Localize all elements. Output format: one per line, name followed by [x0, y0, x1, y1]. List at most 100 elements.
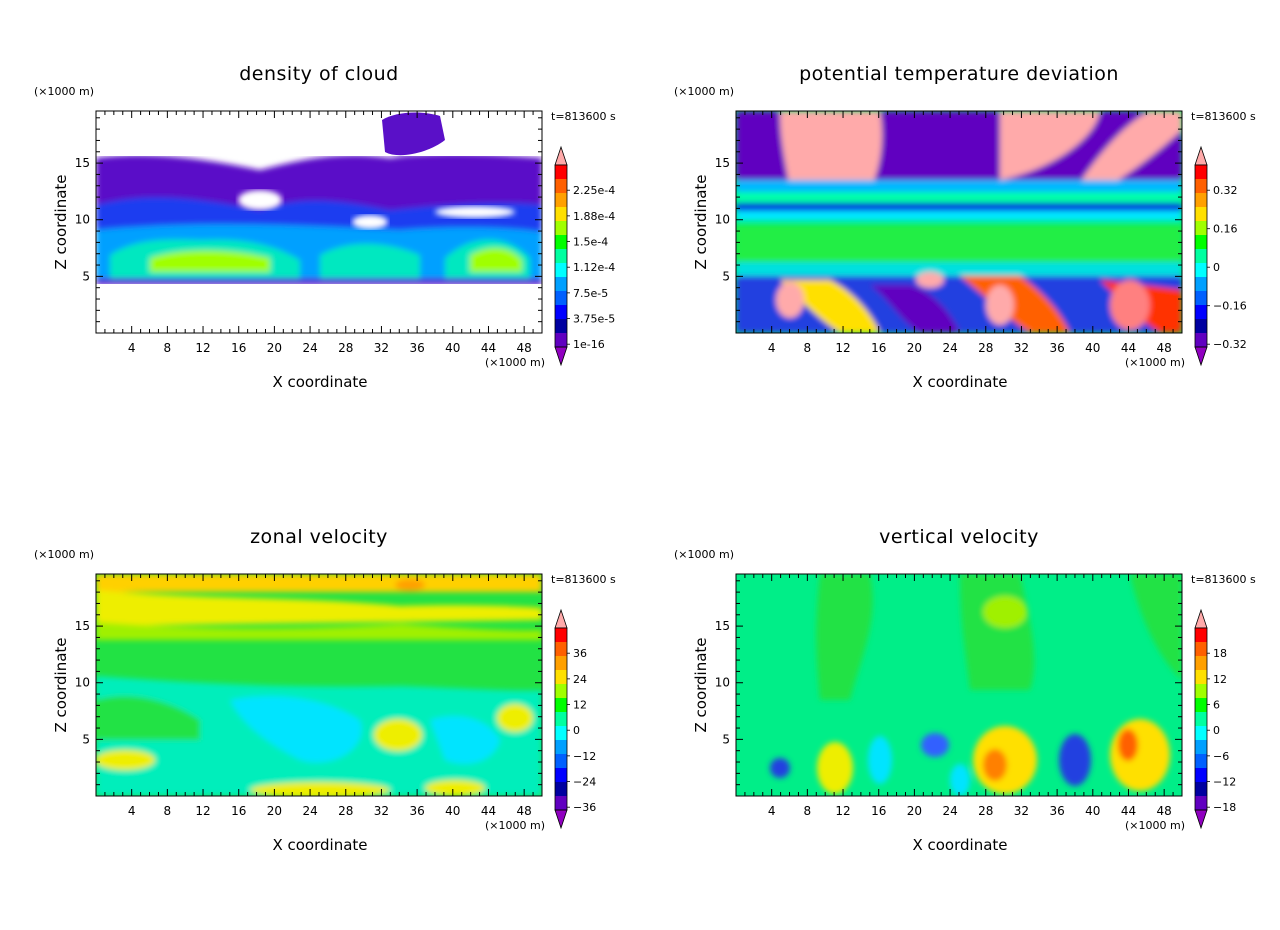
colorbar-segment	[1195, 263, 1207, 278]
colorbar-segment	[1195, 642, 1207, 657]
colorbar-segment	[1195, 207, 1207, 222]
x-tick-label: 20	[267, 804, 282, 818]
x-tick-label: 32	[374, 341, 389, 355]
y-tick-label: 5	[82, 269, 90, 283]
x-tick-label: 28	[338, 341, 353, 355]
x-tick-label: 20	[907, 804, 922, 818]
x-axis: 4 8 12 16 20 24 28 32 36 40 44 48	[744, 574, 1174, 818]
colorbar-segment	[555, 796, 567, 811]
x-tick-label: 8	[804, 341, 812, 355]
x-tick-label: 16	[231, 341, 246, 355]
colorbar-segment	[1195, 333, 1207, 348]
colorbar-top-extension	[554, 608, 568, 629]
colorbar-label: −12	[1213, 776, 1236, 789]
y-axis-label: Z coordinate	[692, 174, 710, 269]
x-tick-label: 4	[768, 804, 776, 818]
x-tick-label: 32	[374, 804, 389, 818]
x-tick-label: 24	[942, 341, 957, 355]
colorbar: 18 12 6 0 −6 −12 −18	[1194, 608, 1236, 830]
colorbar-segment	[555, 656, 567, 671]
colorbar-top-extension	[1194, 145, 1208, 166]
x-unit-label: (×1000 m)	[1125, 819, 1185, 832]
colorbar-label: 1.12e-4	[573, 261, 615, 274]
colorbar-label: 12	[573, 699, 587, 712]
colorbar-segment	[555, 263, 567, 278]
colorbar: 36 24 12 0 −12 −24 −36	[554, 608, 596, 830]
colorbar-label: 1.88e-4	[573, 210, 615, 223]
plot-frame	[95, 573, 543, 797]
colorbar-frame	[1194, 164, 1208, 348]
x-tick-label: 36	[409, 341, 424, 355]
colorbar-segment	[555, 698, 567, 713]
x-tick-label: 44	[481, 804, 496, 818]
x-axis: 4 8 12 16 20 24 28 32 36 40 44 48	[104, 111, 534, 355]
time-label: t=813600 s	[551, 573, 616, 586]
x-tick-label: 48	[1157, 804, 1172, 818]
colorbar-segment	[555, 754, 567, 769]
time-label: t=813600 s	[1191, 110, 1256, 123]
colorbar-label: 24	[573, 673, 587, 686]
colorbar-segment	[555, 193, 567, 208]
colorbar-segment	[555, 782, 567, 797]
colorbar-segment	[555, 628, 567, 643]
x-tick-label: 16	[231, 804, 246, 818]
y-axis-label: Z coordinate	[52, 174, 70, 269]
x-tick-label: 36	[1049, 341, 1064, 355]
colorbar-segment	[1195, 754, 1207, 769]
colorbar-segment	[555, 712, 567, 727]
y-axis-label: Z coordinate	[52, 637, 70, 732]
field-image	[96, 574, 542, 796]
colorbar: 0.32 0.16 0 −0.16 −0.32	[1194, 145, 1247, 367]
chart-title: potential temperature deviation	[799, 63, 1119, 85]
colorbar-label: 36	[573, 647, 587, 660]
x-axis-label: X coordinate	[272, 836, 367, 854]
plot-frame	[95, 110, 543, 334]
colorbar-segment	[1195, 165, 1207, 180]
colorbar-segment	[555, 165, 567, 180]
y-tick-label: 15	[75, 619, 90, 633]
colorbar-label: −6	[1213, 750, 1229, 763]
chart-title: density of cloud	[239, 63, 399, 85]
colorbar-segment	[1195, 726, 1207, 741]
colorbar-frame	[554, 627, 568, 811]
y-unit-label: (×1000 m)	[674, 85, 734, 98]
colorbar-label: 12	[1213, 673, 1227, 686]
colorbar-segment	[1195, 179, 1207, 194]
x-tick-label: 16	[871, 341, 886, 355]
colorbar-bottom-extension	[1194, 346, 1208, 367]
colorbar-segment	[1195, 221, 1207, 236]
x-axis: 4 8 12 16 20 24 28 32 36 40 44 48	[744, 111, 1174, 355]
colorbar-segment	[555, 670, 567, 685]
x-axis-label: X coordinate	[912, 836, 1007, 854]
time-label: t=813600 s	[1191, 573, 1256, 586]
x-tick-label: 4	[768, 341, 776, 355]
colorbar-label: 18	[1213, 647, 1227, 660]
colorbar-label: 0	[1213, 724, 1220, 737]
colorbar-segment	[1195, 684, 1207, 699]
colorbar-segment	[555, 179, 567, 194]
colorbar-segment	[1195, 193, 1207, 208]
x-tick-label: 12	[835, 804, 850, 818]
colorbar-segment	[1195, 656, 1207, 671]
x-axis: 4 8 12 16 20 24 28 32 36 40 44 48	[104, 574, 534, 818]
x-unit-label: (×1000 m)	[1125, 356, 1185, 369]
colorbar-label: 0	[1213, 261, 1220, 274]
plot-frame	[735, 110, 1183, 334]
colorbar-label: 1e-16	[573, 338, 605, 351]
x-tick-label: 28	[978, 804, 993, 818]
x-tick-label: 20	[267, 341, 282, 355]
colorbar-frame	[554, 164, 568, 348]
time-label: t=813600 s	[551, 110, 616, 123]
x-unit-label: (×1000 m)	[485, 819, 545, 832]
colorbar-segment	[1195, 305, 1207, 320]
field-image	[96, 111, 542, 333]
colorbar-segment	[555, 207, 567, 222]
colorbar-segment	[555, 305, 567, 320]
panel-potential-temperature-deviation: potential temperature deviation (×1000 m…	[674, 63, 1256, 391]
colorbar-segment	[555, 221, 567, 236]
x-tick-label: 24	[302, 341, 317, 355]
colorbar-segment	[555, 726, 567, 741]
colorbar-segment	[555, 319, 567, 334]
y-axis: 5 10 15	[715, 117, 1182, 323]
